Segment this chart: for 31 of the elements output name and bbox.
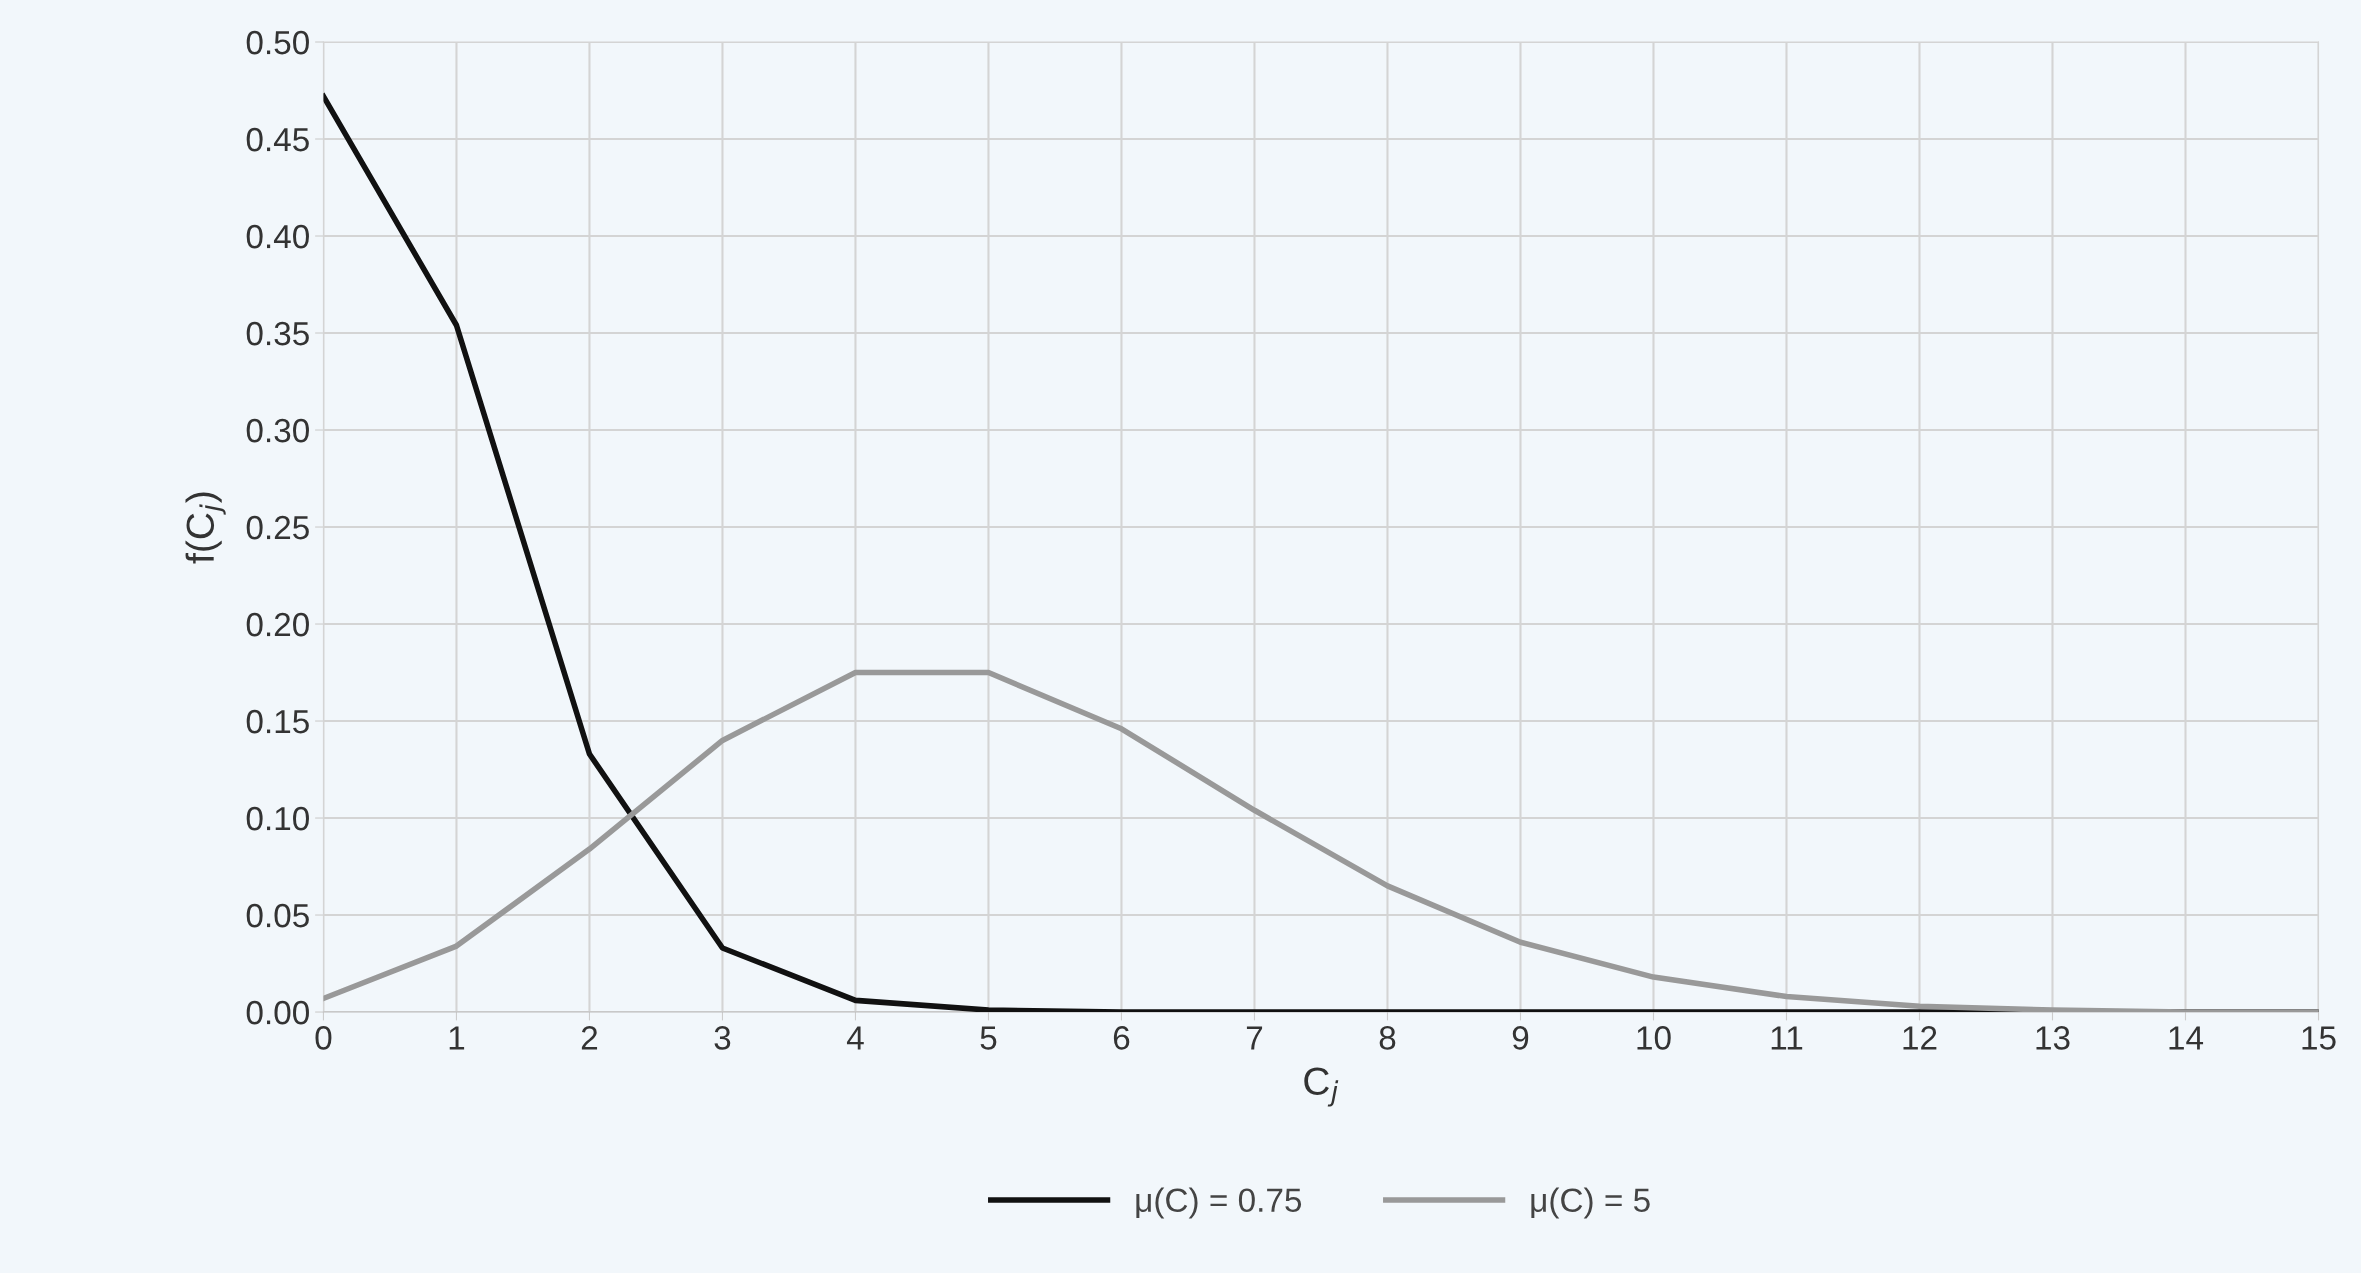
x-tick-label: 7 <box>1246 1026 1263 1050</box>
x-tick-label: 1 <box>449 1026 465 1050</box>
x-tick-label: 2 <box>581 1026 598 1050</box>
x-tick-label: 5 <box>980 1026 997 1050</box>
y-tick-label: 0.25 <box>246 515 309 540</box>
x-tick-label: 9 <box>1512 1026 1529 1050</box>
x-tick-label: 14 <box>2169 1026 2204 1050</box>
y-tick-label: 0.30 <box>246 418 309 443</box>
x-tick-label: 10 <box>1637 1026 1671 1050</box>
y-tick-label: 0.00 <box>246 1000 309 1025</box>
x-tick-label: 0 <box>315 1026 332 1050</box>
legend-label: μ(C) = 5 <box>1531 1187 1650 1219</box>
x-tick-label: 8 <box>1379 1026 1396 1050</box>
y-tick-label: 0.05 <box>246 903 309 928</box>
y-tick-label: 0.45 <box>246 127 309 152</box>
y-tick-label: 0.15 <box>246 709 309 734</box>
x-tick-label: 6 <box>1113 1026 1130 1050</box>
y-tick-label: 0.50 <box>246 30 309 55</box>
y-tick-label: 0.40 <box>246 224 309 249</box>
y-axis-title: f(C$_{j}$) <box>185 492 226 564</box>
legend-label: μ(C) = 0.75 <box>1136 1187 1302 1219</box>
x-tick-label: 3 <box>714 1026 731 1050</box>
x-tick-label: 15 <box>2302 1026 2336 1050</box>
x-tick-label: 12 <box>1903 1026 1937 1050</box>
y-tick-label: 0.10 <box>246 806 309 831</box>
x-tick-label: 11 <box>1771 1026 1803 1050</box>
y-tick-label: 0.20 <box>246 612 309 637</box>
x-axis-title: C$_{j}$ <box>1304 1067 1339 1107</box>
x-tick-label: 13 <box>2036 1026 2070 1050</box>
x-tick-label: 4 <box>846 1026 864 1050</box>
y-tick-label: 0.35 <box>246 321 309 346</box>
